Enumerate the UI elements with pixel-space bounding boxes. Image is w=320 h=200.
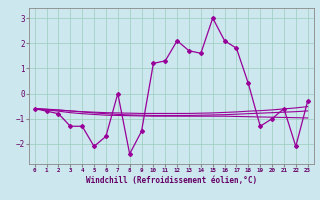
X-axis label: Windchill (Refroidissement éolien,°C): Windchill (Refroidissement éolien,°C)	[86, 176, 257, 185]
